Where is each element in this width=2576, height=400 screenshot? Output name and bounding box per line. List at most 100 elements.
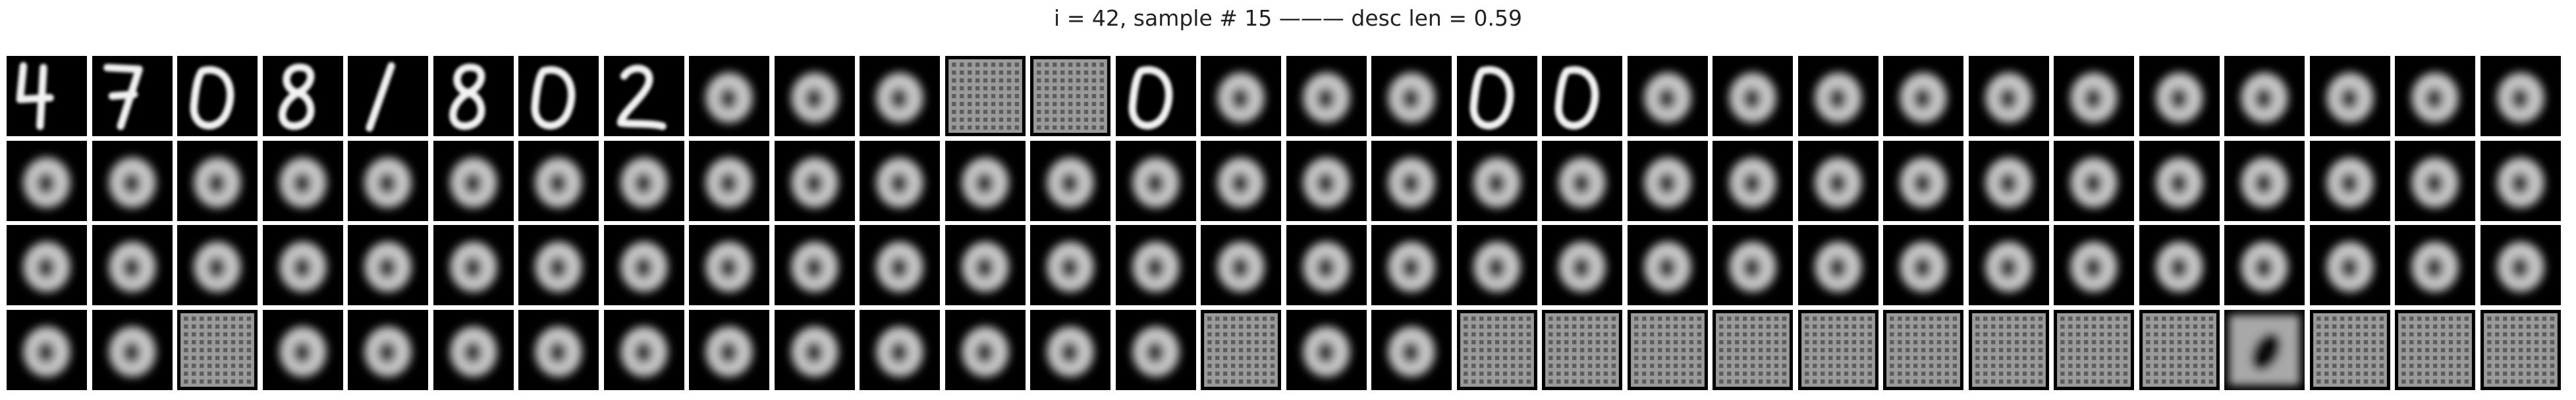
sample-image (1457, 225, 1537, 305)
sample-image (518, 310, 599, 390)
sample-image (348, 225, 428, 305)
sample-image (2480, 225, 2561, 305)
sample-image (1116, 56, 1196, 136)
sample-image (263, 225, 343, 305)
sample-tile (1713, 141, 1793, 221)
figure-title: i = 42, sample # 15 ——— desc len = 0.59 (1054, 5, 1522, 31)
sample-image (1969, 56, 2049, 136)
sample-tile (1201, 310, 1281, 390)
sample-image (518, 56, 599, 136)
sample-tile (7, 56, 87, 136)
sample-tile (604, 141, 684, 221)
sample-tile (689, 56, 769, 136)
sample-tile (1116, 310, 1196, 390)
sample-tile (1030, 56, 1110, 136)
sample-tile (263, 56, 343, 136)
sample-image (1371, 310, 1452, 390)
sample-tile (860, 141, 940, 221)
sample-tile (263, 225, 343, 305)
sample-image (92, 225, 173, 305)
sample-image (1371, 56, 1452, 136)
sample-tile (2310, 141, 2390, 221)
sample-image (1371, 141, 1452, 221)
sample-tile (1969, 56, 2049, 136)
sample-image (2395, 225, 2475, 305)
sample-tile (2139, 141, 2220, 221)
sample-tile (1798, 225, 1878, 305)
sample-tile (1116, 56, 1196, 136)
sample-tile (1116, 225, 1196, 305)
sample-tile (1969, 141, 2049, 221)
sample-tile (775, 141, 855, 221)
sample-tile (2224, 225, 2305, 305)
sample-image (689, 310, 769, 390)
sample-tile (2139, 56, 2220, 136)
sample-tile (1628, 310, 1708, 390)
sample-tile (1713, 310, 1793, 390)
sample-tile (92, 141, 173, 221)
sample-image (2054, 141, 2134, 221)
sample-image (7, 310, 87, 390)
sample-image (177, 141, 258, 221)
sample-image (348, 141, 428, 221)
sample-tile (1371, 141, 1452, 221)
sample-tile (2310, 310, 2390, 390)
sample-image (1798, 225, 1878, 305)
sample-image (1969, 310, 2049, 390)
sample-image (1201, 225, 1281, 305)
sample-tile (263, 310, 343, 390)
sample-tile (2139, 225, 2220, 305)
sample-image (518, 225, 599, 305)
sample-tile (1201, 56, 1281, 136)
sample-tile (1371, 310, 1452, 390)
sample-tile (1457, 141, 1537, 221)
sample-image (945, 310, 1026, 390)
sample-image (263, 141, 343, 221)
sample-tile (1628, 56, 1708, 136)
sample-tile (1457, 56, 1537, 136)
sample-tile (1201, 141, 1281, 221)
sample-tile (7, 310, 87, 390)
sample-image (1116, 141, 1196, 221)
sample-tile (1542, 225, 1622, 305)
sample-tile (263, 141, 343, 221)
sample-image (860, 310, 940, 390)
sample-image (177, 310, 258, 390)
sample-image (1286, 310, 1367, 390)
sample-image (2310, 225, 2390, 305)
sample-image (1286, 225, 1367, 305)
sample-image (1883, 141, 1963, 221)
sample-tile (1883, 225, 1963, 305)
sample-tile (1798, 56, 1878, 136)
sample-image (604, 310, 684, 390)
sample-tile (92, 56, 173, 136)
sample-image (1883, 56, 1963, 136)
sample-tile (1798, 141, 1878, 221)
sample-image (1371, 225, 1452, 305)
sample-image (1030, 56, 1110, 136)
sample-tile (92, 225, 173, 305)
sample-tile (177, 141, 258, 221)
sample-tile (518, 141, 599, 221)
sample-image (604, 141, 684, 221)
sample-tile (348, 141, 428, 221)
sample-tile (1628, 141, 1708, 221)
sample-image (1628, 310, 1708, 390)
sample-tile (1542, 56, 1622, 136)
sample-image (2139, 225, 2220, 305)
sample-tile (604, 56, 684, 136)
sample-image (7, 225, 87, 305)
sample-image (1628, 225, 1708, 305)
sample-tile (1030, 310, 1110, 390)
sample-tile (1628, 225, 1708, 305)
sample-image (1969, 225, 2049, 305)
sample-image (7, 141, 87, 221)
sample-image (518, 141, 599, 221)
sample-tile (689, 225, 769, 305)
sample-image (1457, 56, 1537, 136)
sample-tile (2395, 225, 2475, 305)
sample-tile (433, 225, 514, 305)
sample-image (1542, 225, 1622, 305)
sample-image (689, 141, 769, 221)
sample-image (2310, 310, 2390, 390)
